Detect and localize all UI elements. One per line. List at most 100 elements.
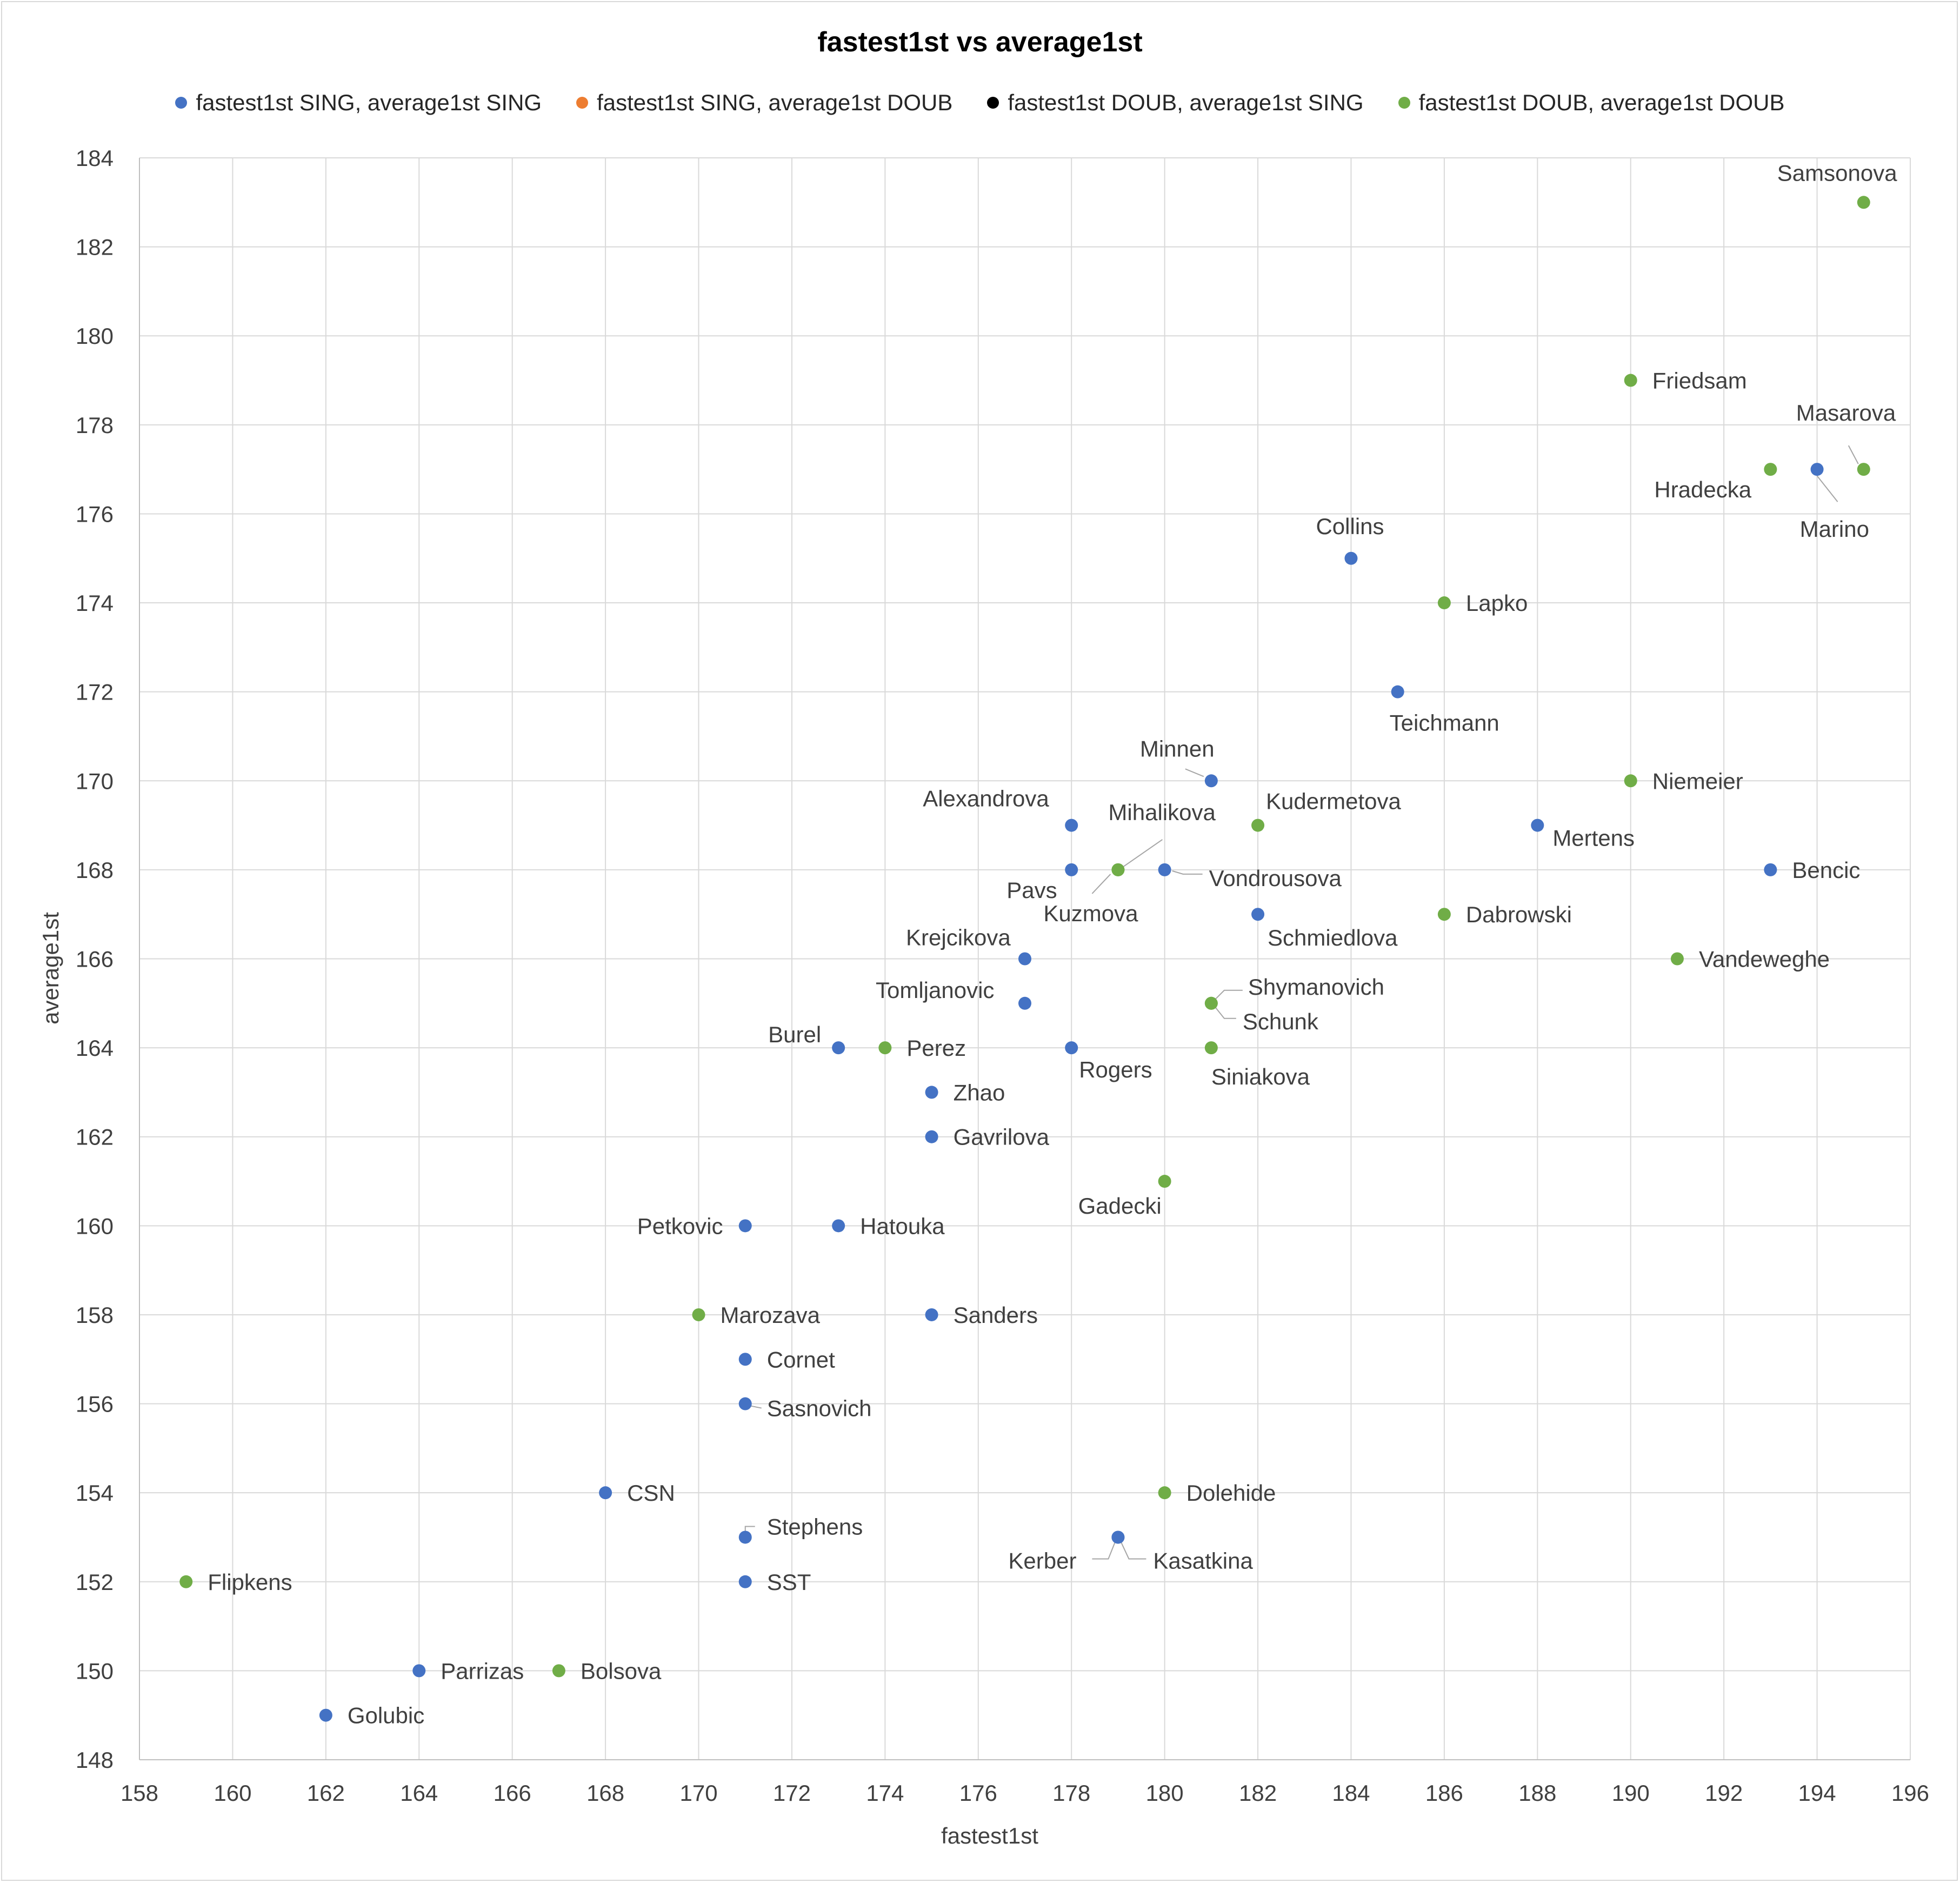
- legend-label: fastest1st DOUB, average1st DOUB: [1418, 90, 1785, 115]
- scatter-point: [832, 1219, 845, 1233]
- y-tick-label: 180: [76, 323, 114, 349]
- data-label: Masarova: [1796, 400, 1896, 425]
- x-tick-label: 158: [121, 1780, 158, 1806]
- x-tick-label: 178: [1052, 1780, 1090, 1806]
- scatter-point: [1065, 1041, 1078, 1055]
- x-tick-label: 164: [400, 1780, 438, 1806]
- scatter-point: [1344, 551, 1358, 565]
- chart-title: fastest1st vs average1st: [817, 26, 1143, 58]
- data-label: Pavs: [1006, 877, 1057, 903]
- label-leader-line: [1215, 989, 1243, 1000]
- legend-marker-icon: [1398, 97, 1410, 109]
- data-label: Mertens: [1552, 826, 1635, 851]
- scatter-point: [1251, 819, 1265, 832]
- x-tick-label: 166: [494, 1780, 531, 1806]
- x-tick-label: 194: [1798, 1780, 1836, 1806]
- label-leader-line: [1121, 1542, 1146, 1560]
- x-tick-label: 186: [1425, 1780, 1463, 1806]
- data-label: Friedsam: [1652, 368, 1747, 394]
- scatter-point: [1158, 863, 1171, 876]
- y-tick-label: 170: [76, 768, 114, 794]
- data-label: Flipkens: [208, 1569, 292, 1595]
- scatter-point: [1531, 819, 1544, 832]
- scatter-point: [925, 1130, 938, 1143]
- x-tick-label: 174: [866, 1780, 904, 1806]
- scatter-point: [1764, 863, 1777, 876]
- scatter-point: [179, 1575, 193, 1588]
- y-tick-label: 166: [76, 947, 114, 972]
- data-label: Krejcikova: [906, 925, 1011, 950]
- y-tick-label: 164: [76, 1035, 114, 1061]
- data-label: Kasatkina: [1153, 1548, 1253, 1573]
- y-tick-label: 160: [76, 1213, 114, 1239]
- scatter-point: [1158, 1486, 1171, 1500]
- x-tick-label: 196: [1891, 1780, 1929, 1806]
- legend-entry-sing-doub: fastest1st SING, average1st DOUB: [576, 90, 952, 116]
- data-label: Hradecka: [1654, 477, 1751, 502]
- y-tick-label: 156: [76, 1392, 114, 1417]
- x-tick-label: 170: [679, 1780, 717, 1806]
- data-label: Sanders: [954, 1302, 1038, 1328]
- data-label: Kudermetova: [1266, 789, 1401, 814]
- scatter-point: [738, 1531, 752, 1544]
- x-tick-label: 172: [773, 1780, 811, 1806]
- data-label: Vandeweghe: [1699, 947, 1830, 972]
- legend-label: fastest1st DOUB, average1st SING: [1008, 90, 1364, 115]
- data-label: Schunk: [1243, 1009, 1319, 1034]
- y-tick-label: 162: [76, 1125, 114, 1150]
- legend-label: fastest1st SING, average1st DOUB: [597, 90, 953, 115]
- scatter-point: [1391, 685, 1404, 698]
- scatter-point: [412, 1664, 426, 1678]
- scatter-point: [1764, 463, 1777, 476]
- scatter-point: [878, 1041, 892, 1055]
- data-label: Gadecki: [1078, 1193, 1162, 1219]
- y-tick-label: 172: [76, 680, 114, 705]
- data-label: Stephens: [767, 1514, 863, 1539]
- label-leader-line: [1092, 1542, 1116, 1560]
- data-label: CSN: [627, 1480, 675, 1506]
- x-axis-title: fastest1st: [941, 1823, 1038, 1848]
- data-label: Perez: [906, 1035, 966, 1061]
- y-tick-label: 176: [76, 501, 114, 527]
- scatter-point: [1204, 774, 1218, 788]
- scatter-point: [1158, 1175, 1171, 1188]
- data-label: Vondrousova: [1209, 866, 1342, 891]
- scatter-point: [1857, 463, 1870, 476]
- scatter-point: [738, 1397, 752, 1410]
- label-leader-line: [750, 1405, 762, 1409]
- scatter-point: [1018, 952, 1031, 966]
- legend-label: fastest1st SING, average1st SING: [196, 90, 542, 115]
- y-tick-label: 154: [76, 1480, 114, 1506]
- scatter-point: [1624, 374, 1637, 387]
- scatter-point: [552, 1664, 565, 1678]
- data-label: Zhao: [954, 1080, 1005, 1105]
- y-tick-label: 178: [76, 412, 114, 438]
- data-label: Rogers: [1079, 1057, 1152, 1082]
- scatter-point: [1111, 863, 1125, 876]
- data-label: Hatouka: [860, 1213, 945, 1239]
- scatter-point: [1204, 1041, 1218, 1055]
- scatter-point: [1204, 996, 1218, 1010]
- data-label: Tomljanovic: [876, 977, 994, 1003]
- data-label: Marino: [1800, 516, 1869, 542]
- x-tick-label: 162: [307, 1780, 345, 1806]
- data-label: Schmiedlova: [1268, 925, 1398, 950]
- label-leader-line: [744, 1526, 755, 1532]
- x-tick-label: 168: [586, 1780, 624, 1806]
- scatter-point: [1065, 863, 1078, 876]
- y-tick-label: 184: [76, 145, 114, 171]
- data-label: Kerber: [1008, 1548, 1076, 1573]
- data-label: Marozava: [721, 1302, 821, 1328]
- data-label: Golubic: [348, 1703, 424, 1728]
- scatter-point: [1624, 774, 1637, 788]
- x-tick-label: 192: [1705, 1780, 1743, 1806]
- data-label: Kuzmova: [1043, 901, 1138, 926]
- data-label: Cornet: [767, 1347, 835, 1372]
- x-tick-label: 190: [1612, 1780, 1650, 1806]
- scatter-point: [1065, 819, 1078, 832]
- x-tick-label: 180: [1146, 1780, 1184, 1806]
- label-leader-line: [1215, 1007, 1236, 1019]
- data-label: Bencic: [1792, 857, 1860, 883]
- scatter-point: [738, 1575, 752, 1588]
